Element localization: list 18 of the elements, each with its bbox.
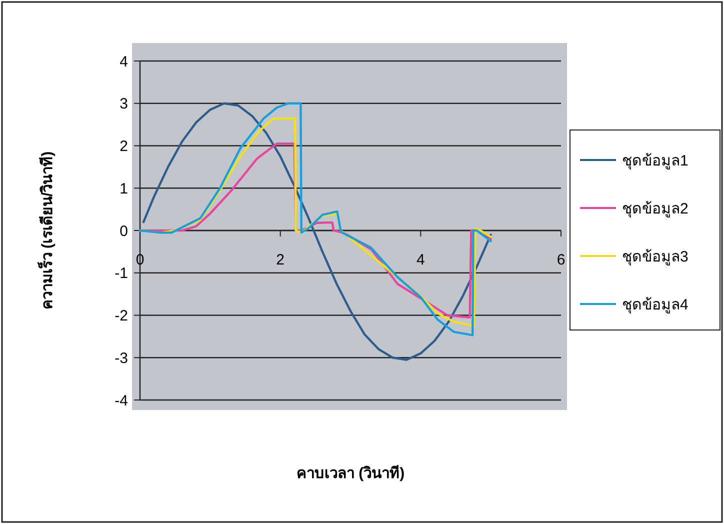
y-tick-label: -1 [114, 265, 128, 282]
y-tick-label: 1 [120, 180, 128, 198]
x-tick-label: 4 [416, 252, 425, 268]
y-tick-label: 2 [120, 138, 128, 155]
y-tick-label: 3 [120, 96, 128, 113]
legend-label: ชุดข้อมูล4 [622, 296, 688, 314]
y-tick-label: -3 [114, 350, 128, 367]
y-axis-title: ความเร็ว (เรเดียน/วินาที) [37, 151, 56, 310]
legend-label: ชุดข้อมูล3 [622, 248, 688, 266]
y-tick-label: -4 [114, 392, 128, 410]
x-axis-title: คาบเวลา (วินาที) [296, 464, 405, 482]
x-tick-label: 2 [276, 252, 285, 268]
y-tick-label: -2 [114, 308, 128, 324]
y-tick-label: 4 [120, 53, 128, 70]
y-tick-label: 0 [120, 222, 128, 240]
legend-label: ชุดข้อมูล2 [622, 200, 688, 218]
x-tick-label: 6 [556, 252, 566, 268]
legend-label: ชุดข้อมูล1 [622, 152, 688, 170]
